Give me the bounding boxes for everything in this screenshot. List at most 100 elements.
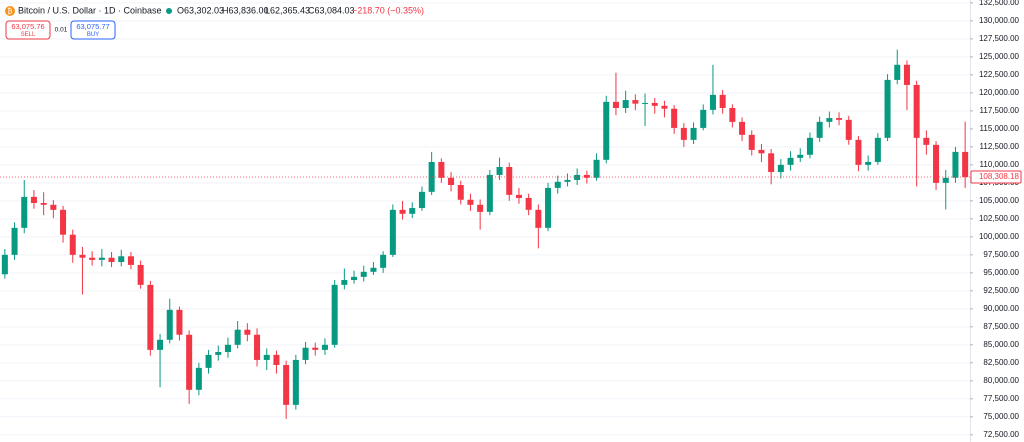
y-tick-label: 100,000.00: [979, 232, 1020, 241]
candle-body: [913, 84, 920, 138]
candle-body: [30, 196, 37, 204]
candle-body: [787, 157, 794, 165]
y-tick-label: 90,000.00: [983, 304, 1019, 313]
coin-icon-glyph: ₿: [7, 7, 12, 15]
candle-body: [254, 334, 261, 360]
last-price-label: 108,308.18: [979, 172, 1020, 181]
candle-body: [535, 209, 542, 228]
y-tick-label: 122,500.00: [979, 70, 1020, 79]
candle-body: [438, 161, 445, 178]
candle-body: [477, 204, 484, 212]
coin-icon: [5, 6, 15, 16]
candle-body: [797, 154, 804, 158]
candle-body: [661, 105, 668, 109]
candle-body: [836, 118, 843, 120]
candle-body: [651, 102, 658, 106]
candle-body: [380, 254, 387, 268]
candle-body: [874, 137, 881, 162]
candle-body: [137, 264, 144, 285]
candle-body: [739, 121, 746, 135]
candle-body: [205, 354, 212, 368]
candle-body: [545, 187, 552, 228]
y-tick-label: 102,500.00: [979, 214, 1020, 223]
candle-body: [389, 209, 396, 255]
sell-box[interactable]: [5, 20, 51, 40]
candle-body: [777, 164, 784, 173]
candle-body: [457, 185, 464, 200]
candle-body: [60, 209, 67, 235]
y-tick-label: 105,000.00: [979, 196, 1020, 205]
candle-body: [583, 174, 590, 178]
candle-body: [302, 347, 309, 360]
candle-body: [942, 177, 949, 183]
buy-button[interactable]: 63,075.77 BUY: [70, 20, 116, 40]
candle-body: [709, 94, 716, 110]
candle-body: [98, 257, 105, 260]
candle-body: [69, 234, 76, 255]
candle-body: [79, 254, 86, 258]
candle-body: [603, 101, 610, 160]
candle-body: [283, 364, 290, 405]
sell-label[interactable]: SELL: [21, 32, 36, 38]
candle-body: [40, 203, 47, 205]
candle-body: [428, 161, 435, 192]
buy-box[interactable]: [70, 20, 116, 40]
candle-body: [933, 144, 940, 183]
candle-body: [826, 118, 833, 122]
candle-body: [671, 108, 678, 128]
candle-body: [21, 196, 28, 228]
y-tick-label: 127,500.00: [979, 34, 1020, 43]
candle-body: [292, 359, 299, 405]
candle-body: [147, 284, 154, 350]
buy-label[interactable]: BUY: [87, 32, 99, 38]
candle-body: [729, 107, 736, 122]
candle-body: [923, 137, 930, 145]
candle-body: [186, 334, 193, 390]
y-tick-label: 132,500.00: [979, 0, 1020, 7]
candle-body: [496, 167, 503, 175]
candle-body: [108, 257, 115, 263]
candle-body: [341, 280, 348, 285]
candle-body: [467, 199, 474, 205]
candle-body: [360, 271, 367, 277]
candle-body: [448, 177, 455, 186]
candle-body: [632, 100, 639, 104]
y-tick-label: 115,000.00: [980, 124, 1020, 133]
candles: [0, 49, 970, 419]
y-tick-label: 125,000.00: [979, 52, 1020, 61]
candle-body: [574, 174, 581, 180]
candle-body: [816, 121, 823, 138]
ohlc-change: −218.70 (−0.35%): [352, 5, 424, 15]
y-tick-label: 97,500.00: [983, 250, 1019, 259]
candle-body: [127, 256, 134, 265]
candle-body: [506, 167, 513, 195]
candle-body: [748, 134, 755, 150]
candle-body: [486, 174, 493, 212]
buy-price[interactable]: 63,075.77: [76, 22, 109, 31]
candle-body: [50, 204, 57, 210]
candle-body: [952, 151, 959, 178]
candle-body: [554, 181, 561, 188]
candle-body: [845, 119, 852, 140]
sell-price[interactable]: 63,075.76: [11, 22, 44, 31]
candle-body: [176, 309, 183, 335]
candle-body: [884, 79, 891, 138]
candle-body: [11, 227, 18, 255]
candle-body: [612, 101, 619, 108]
y-tick-label: 85,000.00: [983, 340, 1019, 349]
sell-button[interactable]: 63,075.76 SELL: [5, 20, 51, 40]
y-tick-label: 77,500.00: [983, 394, 1019, 403]
candle-body: [768, 153, 775, 173]
candle-body: [331, 284, 338, 345]
candle-body: [263, 354, 270, 360]
last-price-tag: [970, 170, 1022, 184]
y-tick-label: 80,000.00: [983, 376, 1019, 385]
candle-body: [351, 276, 358, 281]
symbol: Bitcoin / U.S. Dollar · 1D · Coinbase: [18, 5, 162, 15]
y-tick-label: 95,000.00: [983, 268, 1019, 277]
grid: [0, 2, 970, 436]
market-status: [166, 8, 172, 14]
